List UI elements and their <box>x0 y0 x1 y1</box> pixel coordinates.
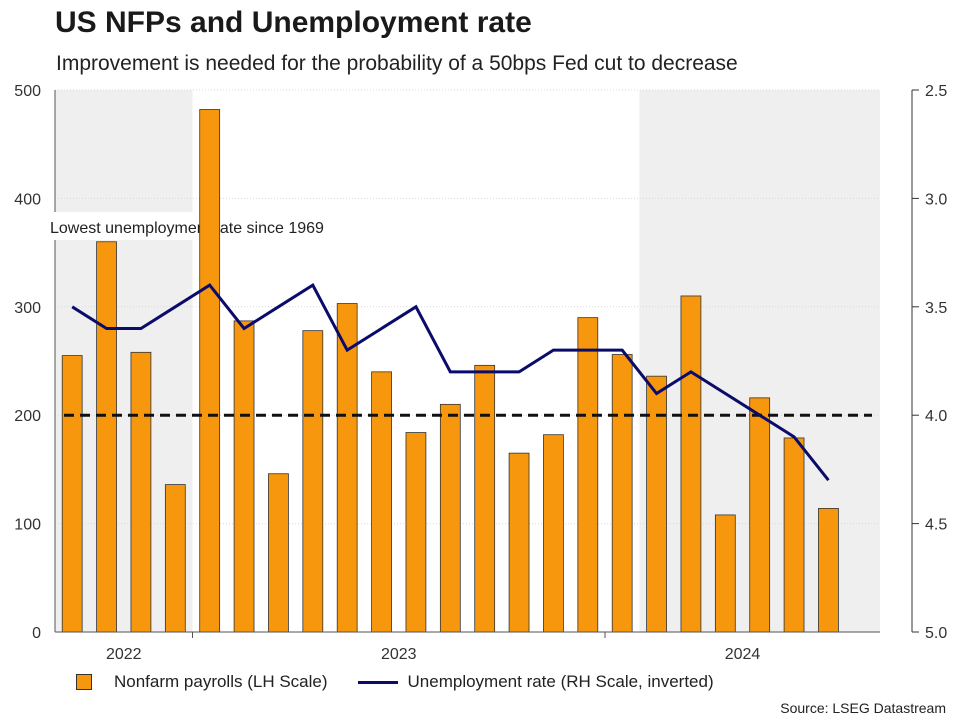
right-tick-label: 5.0 <box>925 625 947 642</box>
annotation-bar-overlap <box>199 212 220 240</box>
unemployment-line-layer <box>71 282 830 482</box>
right-tick-label: 4.5 <box>925 517 947 534</box>
left-tick-label: 300 <box>14 300 41 317</box>
right-tick-label: 3.5 <box>925 300 947 317</box>
x-tick-label: 2022 <box>106 646 142 663</box>
nfp-bar <box>199 109 221 633</box>
nfp-bar <box>302 330 324 633</box>
left-tick-label: 500 <box>14 83 41 100</box>
axes: 0 100 200 300 400 500 2.5 3.0 3.5 4.0 4.5 5.0 2022 20… <box>14 83 947 663</box>
nfp-bar <box>818 508 839 633</box>
annotation-layer: Lowest unemployment rate since 1969 <box>49 212 379 240</box>
nfp-bar <box>164 484 186 633</box>
legend-nfp-label: Nonfarm payrolls (LH Scale) <box>114 672 328 691</box>
nfp-bar <box>577 317 599 633</box>
nfp-bar <box>680 295 702 633</box>
nfp-bar <box>611 354 633 633</box>
nfp-bar <box>371 371 392 633</box>
nfp-bar <box>268 473 289 633</box>
nfp-bar <box>96 241 117 633</box>
chart-title: US NFPs and Unemployment rate <box>55 6 532 39</box>
nfp-bar <box>61 355 83 633</box>
nfp-bar <box>714 514 736 633</box>
left-tick-label: 100 <box>14 517 41 534</box>
source-note: Source: LSEG Datastream <box>780 700 946 716</box>
legend-unemployment-label: Unemployment rate (RH Scale, inverted) <box>407 672 714 691</box>
x-tick-label: 2024 <box>725 646 761 663</box>
right-tick-label: 4.0 <box>925 408 947 425</box>
legend-bar-swatch <box>76 674 92 690</box>
nfp-bar <box>405 432 427 633</box>
nfp-bar <box>336 303 358 633</box>
nfp-bar <box>783 437 805 633</box>
right-tick-label: 3.0 <box>925 191 947 208</box>
nfp-bars <box>61 109 839 633</box>
legend: Nonfarm payrolls (LH Scale) Unemployment… <box>76 672 714 692</box>
nfp-bar <box>130 351 152 633</box>
left-tick-label: 200 <box>14 408 41 425</box>
legend-line-swatch <box>357 680 398 684</box>
x-tick-label: 2023 <box>381 646 417 663</box>
annotation-text: Lowest unemployment rate since 1969 <box>50 220 324 237</box>
chart-subtitle: Improvement is needed for the probabilit… <box>56 52 738 75</box>
left-tick-label: 400 <box>14 191 41 208</box>
nfp-bar <box>749 397 771 633</box>
nfp-bar <box>233 320 255 633</box>
nfp-bar <box>508 452 530 633</box>
nfp-bar <box>439 403 461 633</box>
right-tick-label: 2.5 <box>925 83 947 100</box>
nfp-bar <box>474 364 496 633</box>
left-tick-label: 0 <box>32 625 41 642</box>
nfp-bar <box>543 434 564 633</box>
unemployment-line <box>71 282 830 482</box>
